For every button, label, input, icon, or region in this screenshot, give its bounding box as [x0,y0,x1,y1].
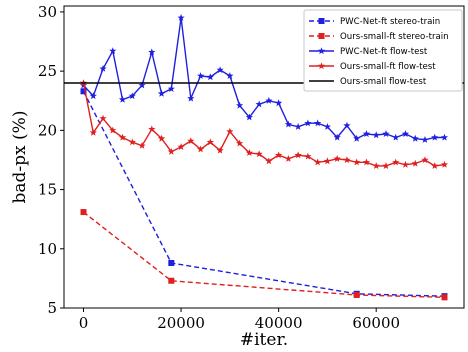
data-point [354,292,360,298]
data-point [197,72,204,79]
y-tick-label: 15 [38,181,57,199]
data-point [265,157,272,164]
data-point [178,143,185,150]
data-point [168,85,175,92]
data-point [382,130,389,137]
x-tick-label: 0 [79,314,89,332]
data-point [324,157,331,164]
data-point [334,155,341,162]
data-point [412,160,419,167]
data-point [81,209,87,215]
data-point [402,161,409,168]
data-point [382,162,389,169]
x-tick-label: 60000 [352,314,400,332]
data-point [392,134,399,141]
y-axis-label: bad-px (%) [10,111,30,204]
data-point [441,134,448,141]
data-point [363,159,370,166]
y-tick-label: 5 [47,299,57,317]
data-point [187,95,194,102]
data-point [373,131,380,138]
data-point [431,162,438,169]
data-point [265,97,272,104]
data-point [138,142,145,149]
data-point [373,162,380,169]
data-point [402,130,409,137]
series-line-ours-small-ft-stereo-train [84,212,445,297]
data-point [295,123,302,130]
data-point [256,101,263,108]
y-tick-label: 10 [38,240,57,258]
data-point [314,119,321,126]
data-point [285,155,292,162]
legend-label-ours-small-ft-flow-test: Ours-small-ft flow-test [340,62,436,72]
legend-marker [319,33,325,39]
data-point [285,121,292,128]
data-point [431,134,438,141]
data-point [441,161,448,168]
data-point [158,90,165,97]
legend-label-ours-small-flow-test: Ours-small flow-test [340,77,427,87]
data-point [412,135,419,142]
x-tick-label: 20000 [157,314,205,332]
data-point [421,136,428,143]
data-point [363,130,370,137]
data-point [314,159,321,166]
legend-label-pwc-net-ft-flow-test: PWC-Net-ft flow-test [340,47,428,57]
data-point [343,156,350,163]
data-point [392,159,399,166]
legend-marker [319,18,325,24]
data-point [119,96,126,103]
data-point [304,119,311,126]
series-line-ours-small-ft-flow-test [84,83,445,166]
series-line-pwc-net-ft-stereo-train [84,91,445,296]
data-point [129,138,136,145]
data-point [275,99,282,106]
legend-label-pwc-net-ft-stereo-train: PWC-Net-ft stereo-train [340,17,440,27]
data-point [295,151,302,158]
legend: PWC-Net-ft stereo-train Ours-small-ft ste… [304,10,462,91]
y-tick-label: 20 [38,121,57,139]
y-tick-label: 25 [38,62,57,80]
x-axis-label: #iter. [240,330,288,350]
data-point [441,294,447,300]
y-tick-label: 30 [38,3,57,21]
series-pwc-net-ft-stereo-train [81,88,448,299]
data-point [207,73,214,80]
data-point [168,278,174,284]
data-point [353,159,360,166]
series-ours-small-ft-stereo-train [81,209,448,300]
data-point [168,260,174,266]
legend-label-ours-small-ft-stereo-train: Ours-small-ft stereo-train [340,32,449,42]
